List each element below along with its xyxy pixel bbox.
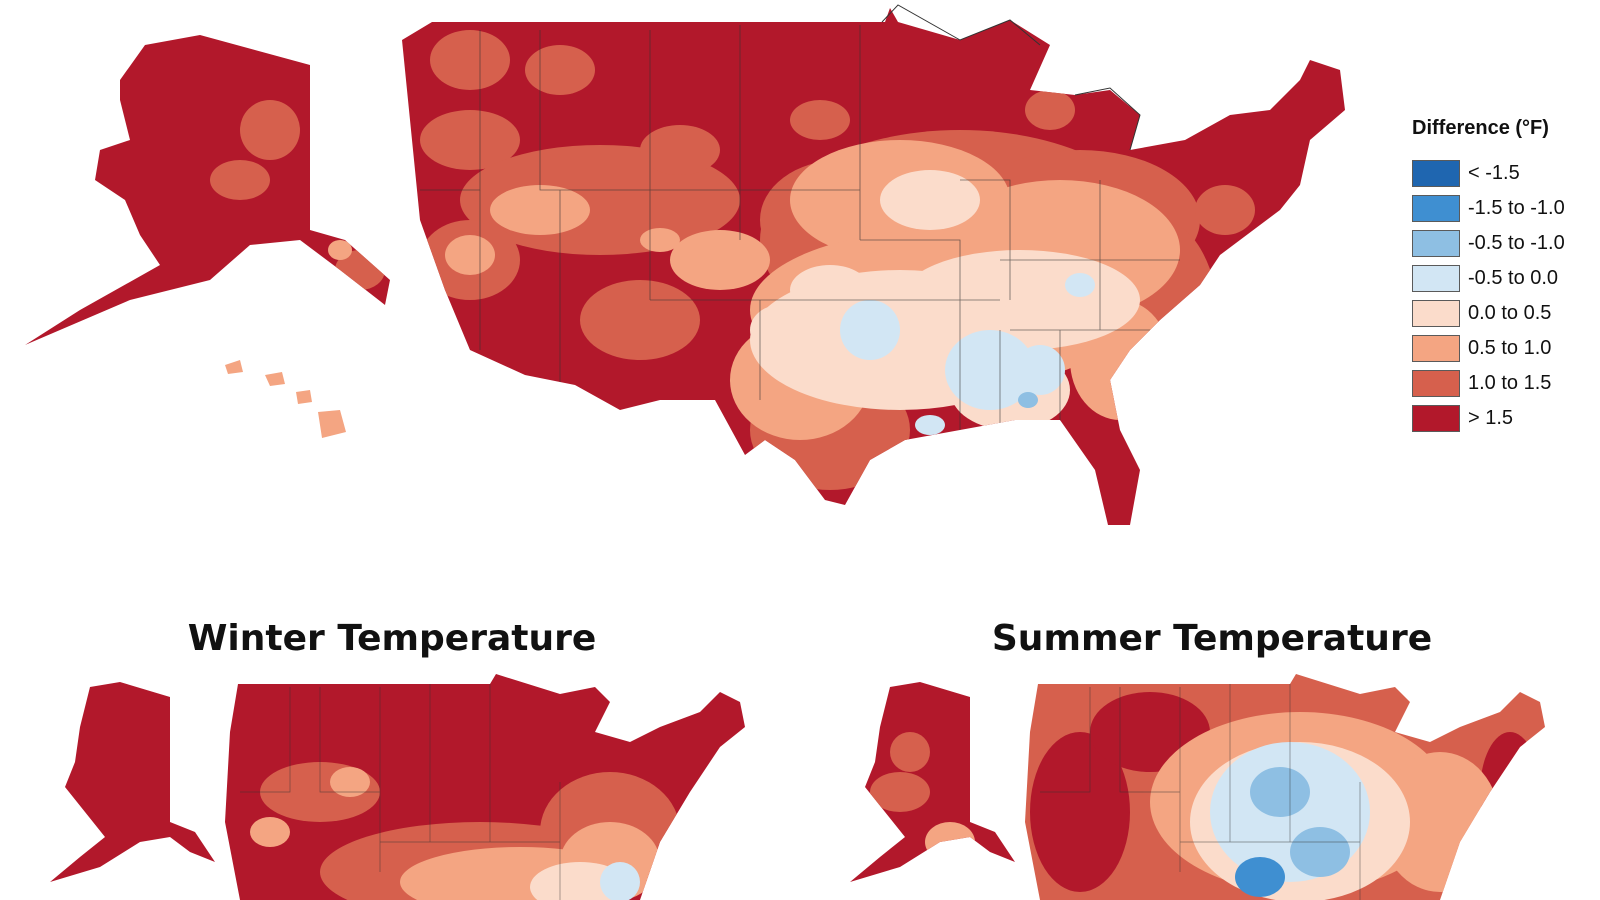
legend-swatch xyxy=(1412,230,1460,257)
legend-label: 0.0 to 0.5 xyxy=(1468,302,1552,324)
legend-item: -0.5 to 0.0 xyxy=(1412,261,1597,296)
summer-panel-title: Summer Temperature xyxy=(991,618,1433,659)
legend-item: 1.0 to 1.5 xyxy=(1412,366,1597,401)
legend-label: -1.5 to -1.0 xyxy=(1468,197,1565,219)
legend-swatch xyxy=(1412,300,1460,327)
winter-panel-title: Winter Temperature xyxy=(187,618,597,659)
legend-swatch xyxy=(1412,195,1460,222)
legend-swatch xyxy=(1412,265,1460,292)
legend-title: Difference (°F) xyxy=(1412,117,1549,139)
legend-swatch xyxy=(1412,335,1460,362)
legend-item: < -1.5 xyxy=(1412,156,1597,191)
legend-label: -0.5 to -1.0 xyxy=(1468,232,1565,254)
legend-swatch xyxy=(1412,160,1460,187)
legend-label: -0.5 to 0.0 xyxy=(1468,267,1559,289)
summer-temperature-map xyxy=(850,674,1545,900)
legend-item: 0.5 to 1.0 xyxy=(1412,331,1597,366)
legend-item: -1.5 to -1.0 xyxy=(1412,191,1597,226)
legend-swatch xyxy=(1412,405,1460,432)
legend-label: 0.5 to 1.0 xyxy=(1468,337,1552,359)
winter-temperature-map xyxy=(50,674,745,900)
main-temperature-map xyxy=(25,4,1345,525)
legend-label: 1.0 to 1.5 xyxy=(1468,372,1552,394)
legend: Difference (°F) < -1.5 -1.5 to -1.0 -0.5… xyxy=(1412,117,1597,436)
legend-swatch xyxy=(1412,370,1460,397)
legend-item: > 1.5 xyxy=(1412,401,1597,436)
legend-label: > 1.5 xyxy=(1468,407,1514,429)
legend-item: -0.5 to -1.0 xyxy=(1412,226,1597,261)
legend-label: < -1.5 xyxy=(1468,162,1520,184)
legend-item: 0.0 to 0.5 xyxy=(1412,296,1597,331)
